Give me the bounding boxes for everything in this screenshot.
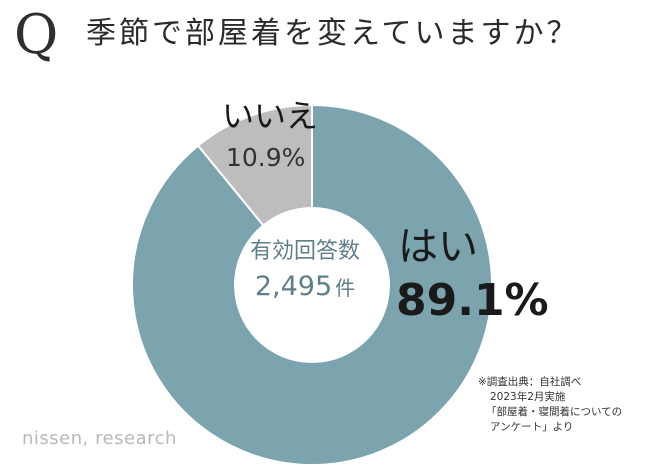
donut-hole — [234, 207, 390, 363]
question-mark: Q — [14, 3, 59, 66]
center-title: 有効回答数 — [249, 239, 360, 264]
brand-logo: nissen, research — [22, 428, 177, 449]
slice-label-yes: はい — [398, 224, 478, 270]
source-line-2: 2023年2月実施 — [490, 391, 566, 403]
slice-label-no: いいえ — [222, 97, 319, 135]
respondent-count: 2,495 — [254, 271, 333, 302]
source-note: ※調査出典：自社調べ 2023年2月実施 「部屋着・寝間着についての アンケート… — [478, 375, 650, 435]
source-line-3: 「部屋着・寝間着についての — [486, 406, 623, 418]
slice-value-no: 10.9% — [226, 143, 306, 172]
page-title: 季節で部屋着を変えていますか？ — [86, 16, 580, 51]
source-line-4: アンケート」より — [490, 421, 574, 433]
respondent-unit: 件 — [335, 276, 356, 300]
source-line-1: ※調査出典：自社調べ — [478, 376, 582, 388]
slice-value-yes: 89.1% — [396, 275, 549, 326]
center-value: 2,495 件 — [225, 270, 385, 305]
